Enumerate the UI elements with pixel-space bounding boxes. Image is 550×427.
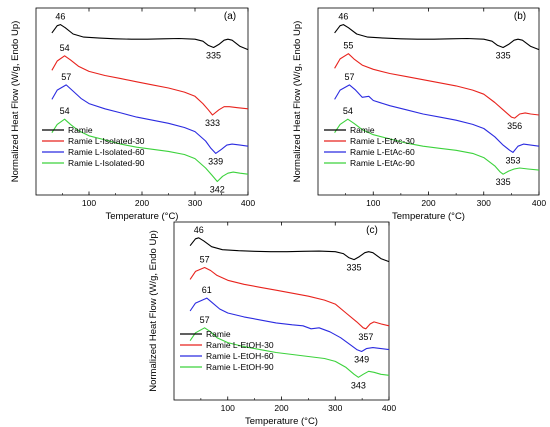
peak-label: 46: [55, 12, 65, 22]
peak-label: 335: [347, 263, 362, 273]
peak-label: 57: [200, 254, 210, 264]
series-line-1: [189, 266, 390, 330]
peak-label: 353: [506, 155, 521, 165]
x-tick-label: 200: [135, 198, 149, 208]
peak-label: 335: [496, 50, 511, 60]
y-axis-title: Normalized Heat Flow (W/g, Endo Up): [148, 230, 159, 392]
peak-label: 339: [208, 156, 223, 166]
series-line-0: [334, 24, 540, 51]
x-tick-label: 200: [421, 198, 435, 208]
x-axis-title: Temperature (°C): [106, 211, 179, 222]
series-line-1: [334, 53, 540, 119]
x-tick-label: 100: [82, 198, 96, 208]
x-tick-label: 100: [221, 403, 235, 413]
legend-label-3: Ramie L-EtOH-90: [206, 362, 274, 372]
x-tick-label: 100: [366, 198, 380, 208]
legend-label-2: Ramie L-EtOH-60: [206, 351, 274, 361]
series-line-0: [51, 24, 249, 51]
legend-label-0: Ramie: [350, 125, 375, 135]
x-tick-label: 300: [328, 403, 342, 413]
legend-label-0: Ramie: [206, 329, 231, 339]
legend-label-3: Ramie L-Isolated-90: [68, 158, 145, 168]
x-axis-title: Temperature (°C): [392, 211, 465, 222]
peak-label: 55: [343, 41, 353, 51]
x-tick-label: 400: [382, 403, 396, 413]
peak-label: 54: [60, 43, 70, 53]
peak-label: 57: [200, 315, 210, 325]
peak-label: 46: [338, 12, 348, 22]
peak-label: 57: [344, 72, 354, 82]
series-line-1: [51, 55, 249, 116]
legend-label-1: Ramie L-Isolated-30: [68, 136, 145, 146]
peak-label: 54: [60, 106, 70, 116]
peak-label: 357: [358, 332, 373, 342]
x-tick-label: 300: [477, 198, 491, 208]
x-axis-title: Temperature (°C): [245, 416, 318, 427]
series-line-3: [51, 118, 249, 183]
y-axis-title: Normalized Heat Flow (W/g, Endo Up): [292, 21, 303, 183]
panel-tag: (b): [514, 11, 526, 22]
panel-tag: (c): [366, 225, 378, 236]
panel-b: 100 200 300 400 Temperature (°C) Normalized H…: [292, 7, 546, 222]
plot-frame: [173, 221, 390, 401]
peak-label: 335: [206, 50, 221, 60]
legend-label-3: Ramie L-EtAc-90: [350, 158, 415, 168]
legend-label-1: Ramie L-EtAc-30: [350, 136, 415, 146]
peak-label: 343: [351, 380, 366, 390]
x-tick-label: 400: [241, 198, 255, 208]
series-line-3: [189, 327, 390, 378]
x-tick-label: 400: [532, 198, 546, 208]
peak-label: 349: [354, 355, 369, 365]
series-line-2: [51, 84, 249, 154]
legend-label-2: Ramie L-Isolated-60: [68, 147, 145, 157]
series-line-0: [189, 237, 390, 263]
y-axis-title: Normalized Heat Flow (W/g, Endo Up): [10, 21, 21, 183]
series-line-2: [189, 297, 390, 353]
peak-label: 333: [205, 118, 220, 128]
legend-label-2: Ramie L-EtAc-60: [350, 147, 415, 157]
peak-label: 342: [210, 184, 225, 194]
panel-c: 100 200 300 400 Temperature (°C) Normalized H…: [148, 221, 396, 427]
peak-label: 61: [202, 285, 212, 295]
legend-label-0: Ramie: [68, 125, 93, 135]
x-tick-label: 200: [274, 403, 288, 413]
peak-label: 57: [61, 72, 71, 82]
panel-a: 100 200 300 400 Temperature (°C) Normalized H…: [10, 7, 255, 222]
panel-tag: (a): [224, 11, 236, 22]
peak-label: 46: [194, 225, 204, 235]
peak-label: 356: [507, 121, 522, 131]
series-line-2: [334, 84, 540, 153]
x-tick-label: 300: [188, 198, 202, 208]
series-line-3: [334, 118, 540, 175]
peak-label: 335: [496, 177, 511, 187]
peak-label: 54: [343, 106, 353, 116]
legend-label-1: Ramie L-EtOH-30: [206, 340, 274, 350]
